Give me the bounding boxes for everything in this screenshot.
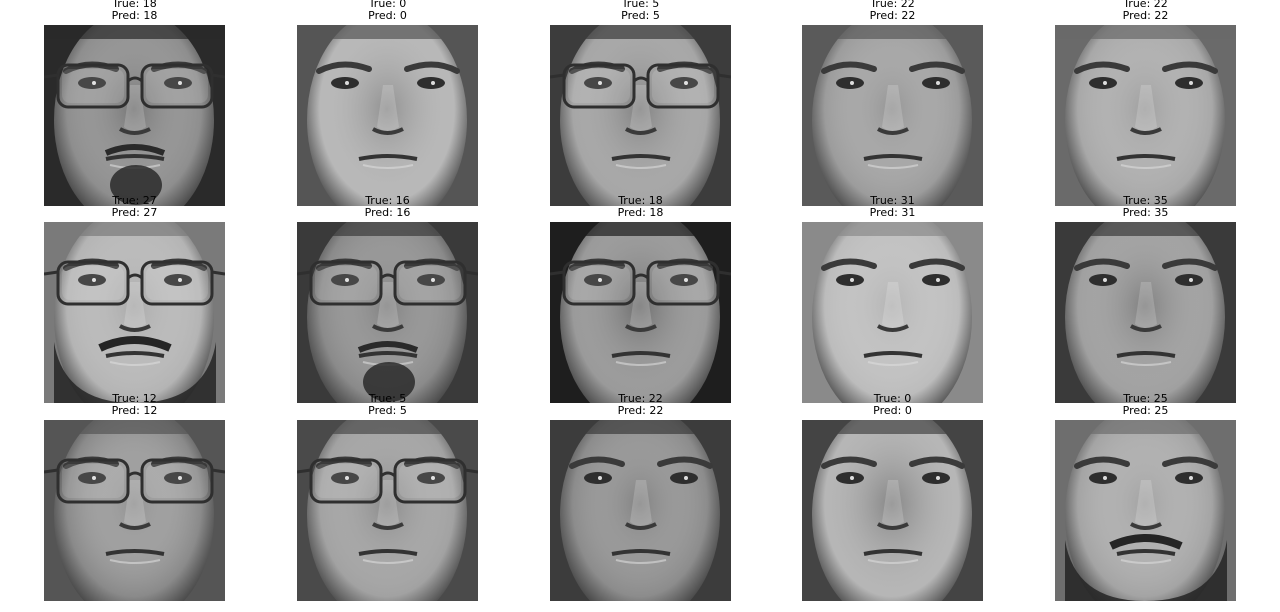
subplot-title: True: 12 Pred: 12 xyxy=(44,393,225,417)
face-image xyxy=(297,420,478,601)
face-image xyxy=(44,222,225,403)
hair-area xyxy=(802,25,983,39)
pred-label: Pred: 16 xyxy=(297,207,478,219)
subplot-title: True: 18 Pred: 18 xyxy=(44,0,225,22)
subplot-title: True: 5 Pred: 5 xyxy=(550,0,731,22)
pred-label: Pred: 31 xyxy=(802,207,983,219)
pred-label: Pred: 22 xyxy=(550,405,731,417)
face-image xyxy=(1055,25,1236,206)
face-image xyxy=(802,222,983,403)
subplot-title: True: 27 Pred: 27 xyxy=(44,195,225,219)
hair-area xyxy=(297,25,478,39)
hair-area xyxy=(550,25,731,39)
subplot-title: True: 5 Pred: 5 xyxy=(297,393,478,417)
hair-area xyxy=(44,25,225,39)
pred-label: Pred: 25 xyxy=(1055,405,1236,417)
face-photo xyxy=(44,420,225,601)
subplot-title: True: 35 Pred: 35 xyxy=(1055,195,1236,219)
pred-label: Pred: 0 xyxy=(297,10,478,22)
hair-area xyxy=(297,222,478,236)
subplot-title: True: 22 Pred: 22 xyxy=(802,0,983,22)
subplot-title: True: 0 Pred: 0 xyxy=(297,0,478,22)
pred-label: Pred: 27 xyxy=(44,207,225,219)
hair-area xyxy=(297,420,478,434)
hair-area xyxy=(44,420,225,434)
pred-label: Pred: 35 xyxy=(1055,207,1236,219)
face-photo xyxy=(550,222,731,403)
subplot-title: True: 22 Pred: 22 xyxy=(1055,0,1236,22)
hair-area xyxy=(802,222,983,236)
subplot-title: True: 16 Pred: 16 xyxy=(297,195,478,219)
face-photo xyxy=(1055,25,1236,206)
face-photo xyxy=(802,420,983,601)
face-image xyxy=(802,420,983,601)
face-photo xyxy=(550,25,731,206)
face-image xyxy=(297,25,478,206)
subplot-title: True: 0 Pred: 0 xyxy=(802,393,983,417)
face-photo xyxy=(1055,222,1236,403)
face-photo xyxy=(297,222,478,403)
face-image xyxy=(550,420,731,601)
pred-label: Pred: 22 xyxy=(802,10,983,22)
face-image xyxy=(297,222,478,403)
face-image xyxy=(1055,420,1236,601)
pred-label: Pred: 18 xyxy=(44,10,225,22)
face-image xyxy=(44,25,225,206)
pred-label: Pred: 0 xyxy=(802,405,983,417)
hair-area xyxy=(1055,25,1236,39)
subplot-title: True: 31 Pred: 31 xyxy=(802,195,983,219)
face-photo xyxy=(44,25,225,206)
subplot-title: True: 18 Pred: 18 xyxy=(550,195,731,219)
hair-area xyxy=(550,420,731,434)
face-image xyxy=(44,420,225,601)
face-photo xyxy=(297,420,478,601)
subplot-title: True: 22 Pred: 22 xyxy=(550,393,731,417)
face-image xyxy=(550,25,731,206)
face-photo xyxy=(1055,420,1236,601)
pred-label: Pred: 18 xyxy=(550,207,731,219)
face-photo xyxy=(802,25,983,206)
face-image xyxy=(802,25,983,206)
face-photo xyxy=(550,420,731,601)
pred-label: Pred: 5 xyxy=(297,405,478,417)
face-image xyxy=(550,222,731,403)
subplot-title: True: 25 Pred: 25 xyxy=(1055,393,1236,417)
pred-label: Pred: 5 xyxy=(550,10,731,22)
face-image xyxy=(1055,222,1236,403)
face-photo xyxy=(44,222,225,403)
hair-area xyxy=(802,420,983,434)
hair-area xyxy=(1055,420,1236,434)
hair-area xyxy=(550,222,731,236)
face-photo xyxy=(802,222,983,403)
hair-area xyxy=(44,222,225,236)
hair-area xyxy=(1055,222,1236,236)
pred-label: Pred: 12 xyxy=(44,405,225,417)
face-photo xyxy=(297,25,478,206)
pred-label: Pred: 22 xyxy=(1055,10,1236,22)
